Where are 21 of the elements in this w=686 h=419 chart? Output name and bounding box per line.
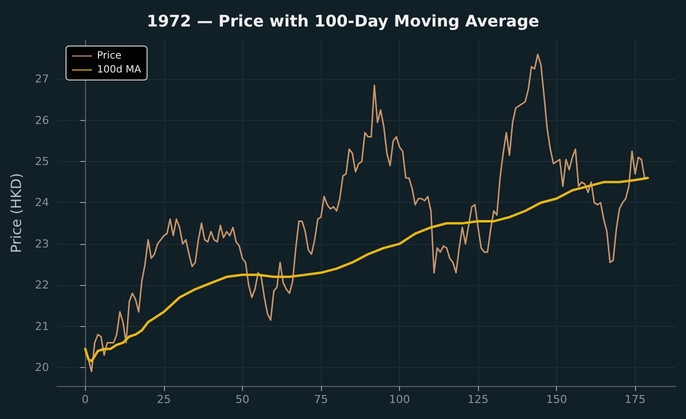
legend-label: Price xyxy=(97,50,122,62)
y-tick-label: 21 xyxy=(35,320,49,333)
x-tick-label: 125 xyxy=(468,393,489,406)
y-tick-label: 20 xyxy=(35,360,49,374)
x-tick-label: 100 xyxy=(388,393,410,406)
x-tick-label: 0 xyxy=(82,393,89,406)
y-tick-label: 25 xyxy=(35,155,49,168)
x-tick-label: 75 xyxy=(314,393,328,406)
chart-title: 1972 — Price with 100-Day Moving Average xyxy=(146,12,540,30)
y-tick-label: 24 xyxy=(35,196,49,210)
line-series xyxy=(84,176,649,362)
y-tick-label: 23 xyxy=(35,237,49,250)
x-tick-label: 175 xyxy=(624,393,646,406)
y-tick-label: 22 xyxy=(35,278,49,292)
x-tick-label: 25 xyxy=(156,393,171,406)
y-axis-title: Price (HKD) xyxy=(9,172,26,254)
y-tick-label: 27 xyxy=(35,72,49,86)
y-tick-label: 26 xyxy=(35,114,49,127)
legend-label: 100d MA xyxy=(97,64,142,76)
x-tick-label: 50 xyxy=(235,393,250,406)
x-tick-label: 150 xyxy=(546,393,568,406)
